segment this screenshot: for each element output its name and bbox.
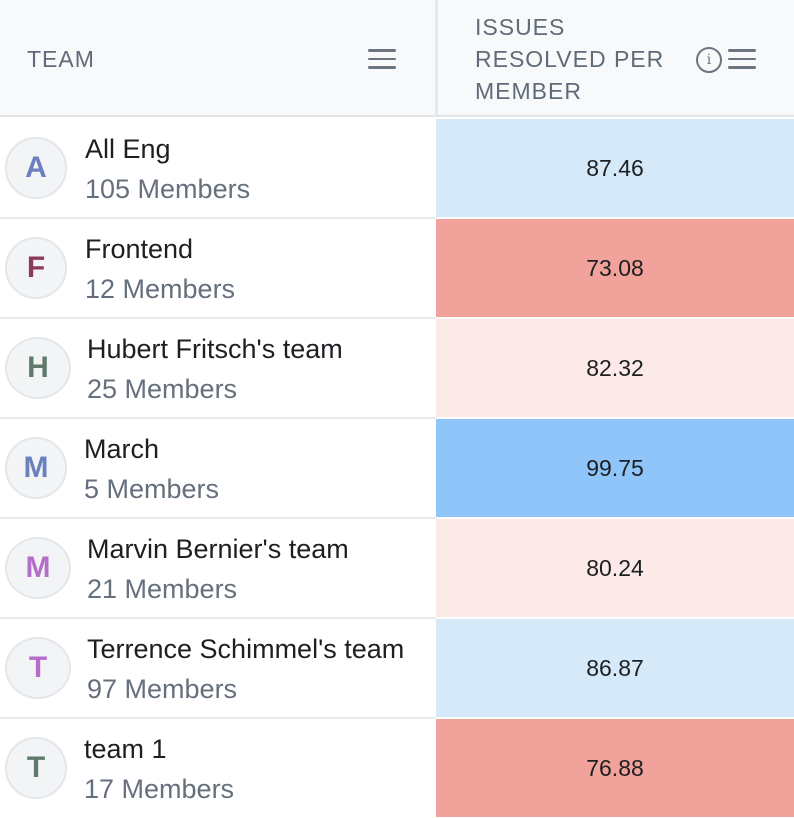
row-divider [0, 217, 436, 219]
team-column-header[interactable]: TEAM [0, 0, 435, 115]
team-name[interactable]: All Eng [85, 134, 171, 164]
avatar: T [5, 637, 71, 699]
row-divider [0, 317, 436, 319]
issues-resolved-value: 99.75 [436, 419, 794, 517]
column-resize-handle[interactable] [435, 0, 438, 115]
issues-resolved-column-label: ISSUES RESOLVED PER MEMBER [475, 14, 665, 104]
team-column-menu-icon[interactable] [368, 49, 396, 69]
team-member-count: 105 Members [85, 174, 251, 204]
table-body: A All Eng 105 Members 87.46 F Frontend 1… [0, 119, 794, 818]
issues-resolved-value: 86.87 [436, 619, 794, 717]
row-divider [0, 417, 436, 419]
avatar: M [5, 437, 67, 499]
issues-resolved-value: 80.24 [436, 519, 794, 617]
avatar: T [5, 737, 67, 799]
team-name[interactable]: Terrence Schimmel's team [87, 634, 405, 664]
issues-resolved-column-header[interactable]: ISSUES RESOLVED PER MEMBER i [438, 0, 794, 115]
avatar: M [5, 537, 71, 599]
team-member-count: 97 Members [87, 674, 238, 704]
team-column-label: TEAM [27, 46, 95, 72]
row-divider [0, 517, 436, 519]
row-divider [0, 617, 436, 619]
team-name[interactable]: Frontend [85, 234, 194, 264]
issues-resolved-value: 82.32 [436, 319, 794, 417]
avatar: A [5, 137, 67, 199]
info-icon[interactable]: i [696, 47, 722, 73]
table-header: TEAM ISSUES RESOLVED PER MEMBER i [0, 0, 794, 117]
table-row[interactable]: F Frontend 12 Members 73.08 [0, 219, 794, 319]
team-cell[interactable]: T Terrence Schimmel's team 97 Members [0, 619, 436, 719]
team-name[interactable]: March [84, 434, 160, 464]
team-member-count: 21 Members [87, 574, 238, 604]
team-cell[interactable]: T team 1 17 Members [0, 719, 436, 818]
team-cell[interactable]: F Frontend 12 Members [0, 219, 436, 319]
avatar: H [5, 337, 71, 399]
team-member-count: 17 Members [84, 774, 235, 804]
team-cell[interactable]: M March 5 Members [0, 419, 436, 519]
table-row[interactable]: T Terrence Schimmel's team 97 Members 86… [0, 619, 794, 719]
issues-resolved-column-menu-icon[interactable] [728, 49, 756, 69]
table-row[interactable]: M March 5 Members 99.75 [0, 419, 794, 519]
issues-resolved-value: 73.08 [436, 219, 794, 317]
issues-resolved-value: 76.88 [436, 719, 794, 817]
team-member-count: 25 Members [87, 374, 238, 404]
table-row[interactable]: M Marvin Bernier's team 21 Members 80.24 [0, 519, 794, 619]
table-row[interactable]: H Hubert Fritsch's team 25 Members 82.32 [0, 319, 794, 419]
team-name[interactable]: team 1 [84, 734, 167, 764]
team-cell[interactable]: M Marvin Bernier's team 21 Members [0, 519, 436, 619]
table-row[interactable]: A All Eng 105 Members 87.46 [0, 119, 794, 219]
row-divider [0, 717, 436, 719]
table-row[interactable]: T team 1 17 Members 76.88 [0, 719, 794, 818]
team-member-count: 5 Members [84, 474, 220, 504]
team-name[interactable]: Marvin Bernier's team [87, 534, 349, 564]
issues-resolved-value: 87.46 [436, 119, 794, 217]
team-name[interactable]: Hubert Fritsch's team [87, 334, 343, 364]
team-cell[interactable]: A All Eng 105 Members [0, 119, 436, 219]
avatar: F [5, 237, 67, 299]
team-cell[interactable]: H Hubert Fritsch's team 25 Members [0, 319, 436, 419]
team-member-count: 12 Members [85, 274, 236, 304]
